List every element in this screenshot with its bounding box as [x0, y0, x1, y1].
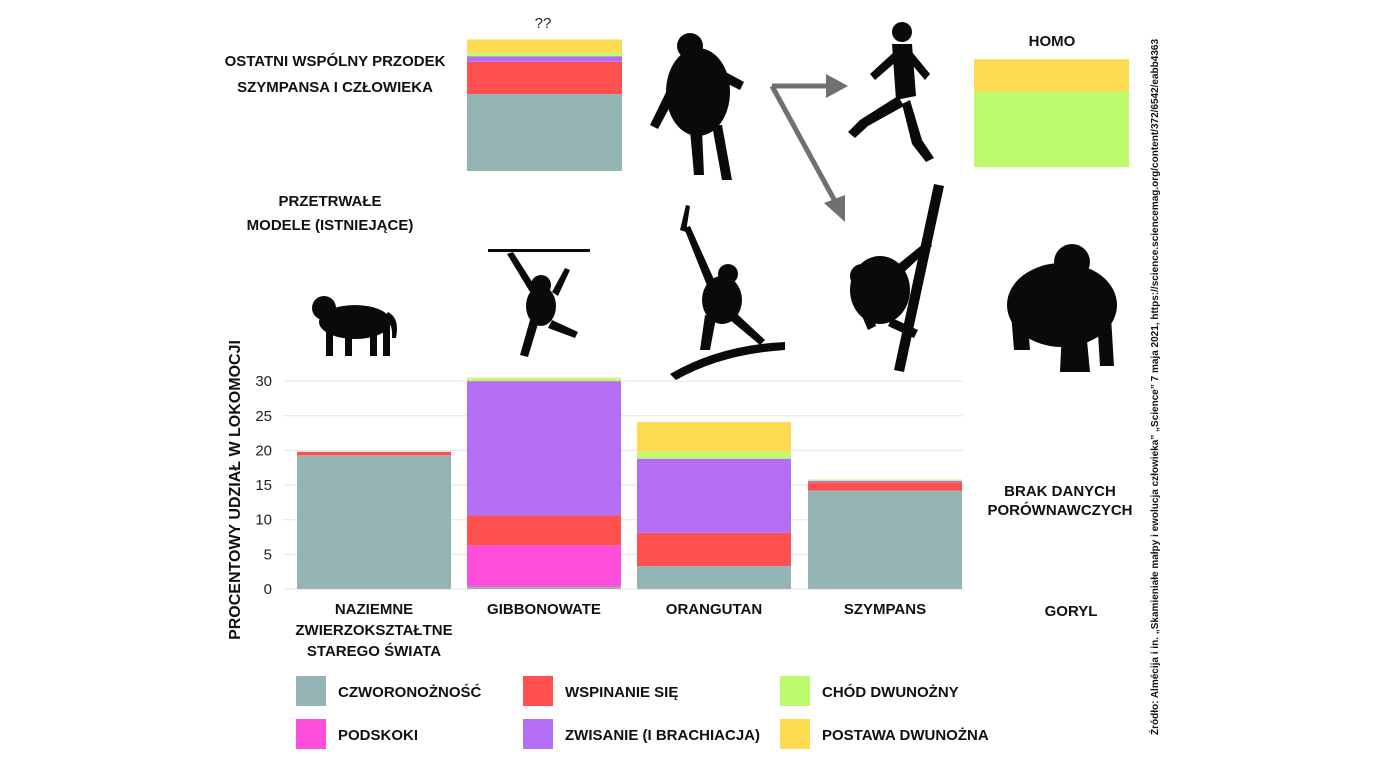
bar-segment-bipedal_walking: [808, 479, 962, 481]
bar-segment-climbing: [297, 451, 451, 456]
ancestor-label-line1: OSTATNI WSPÓLNY PRZODEK: [225, 52, 446, 70]
source-note: Źródło: Almécija i in. „Skamieniałe małp…: [1148, 39, 1161, 735]
y-tick-label: 30: [255, 373, 272, 390]
ancestor-bar-segment-suspension: [467, 56, 622, 62]
bar-segment-suspension: [467, 381, 621, 516]
orangutan-silhouette-icon: [670, 205, 785, 380]
arrow-to-chimp: [769, 84, 839, 205]
legend-label-quadrupedalism: CZWORONOŻNOŚĆ: [338, 683, 481, 701]
homo-bar-segment-bipedal_posture: [974, 59, 1129, 92]
y-axis-title: PROCENTOWY UDZIAŁ W LOKOMOCJI: [227, 340, 244, 640]
y-tick-label: 10: [255, 512, 272, 529]
evolution-arrows: [769, 74, 848, 222]
x-axis-labels: NAZIEMNE ZWIERZOKSZTAŁTNE STAREGO ŚWIATA GI…: [295, 601, 926, 660]
bar-segment-climbing: [808, 482, 962, 491]
x-category-label: STAREGO ŚWIATA: [307, 642, 441, 660]
x-category-label: ORANGUTAN: [666, 601, 762, 618]
legend-swatch-bipedal_walking: [780, 676, 810, 706]
chimpanzee-silhouette-icon: [850, 184, 944, 372]
x-category-label: NAZIEMNE: [335, 601, 413, 618]
bar-segment-bipedal_walking: [637, 451, 791, 459]
top-bars: [467, 39, 1129, 171]
homo-bar-segment-bipedal_walking: [974, 91, 1129, 167]
bar-segment-bipedal_posture: [637, 421, 791, 452]
arrow-head-chimp: [824, 195, 845, 222]
gibbon-silhouette-icon: [488, 249, 590, 357]
y-tick-label: 5: [264, 546, 272, 563]
y-tick-label: 0: [264, 581, 272, 598]
legend-label-bipedal_posture: POSTAWA DWUNOŻNA: [822, 727, 989, 744]
bar-segment-climbing: [467, 515, 621, 546]
bar-segment-bipedal_posture: [467, 377, 621, 379]
bar-segment-quadrupedalism: [808, 490, 962, 589]
y-tick-label: 15: [255, 477, 272, 494]
ancestor-bar-segment-bipedal_posture: [467, 39, 622, 53]
bar-segment-quadrupedalism: [467, 586, 621, 589]
bar-segment-quadrupedalism: [297, 455, 451, 589]
living-models-label-line2: MODELE (ISTNIEJĄCE): [247, 217, 414, 234]
x-category-label: GIBBONOWATE: [487, 601, 601, 618]
homo-label: HOMO: [1029, 33, 1076, 50]
ancestor-silhouette-icon: [650, 33, 744, 180]
stacked-bars: [297, 377, 962, 589]
bar-segment-suspension: [808, 480, 962, 483]
bar-segment-climbing: [637, 532, 791, 567]
y-tick-label: 20: [255, 442, 272, 459]
x-category-label: ZWIERZOKSZTAŁTNE: [295, 622, 452, 639]
bar-segment-suspension: [637, 458, 791, 533]
human-runner-silhouette-icon: [848, 22, 934, 162]
legend-label-climbing: WSPINANIE SIĘ: [565, 684, 678, 701]
legend-label-bipedal_walking: CHÓD DWUNOŻNY: [822, 683, 959, 701]
bar-segment-quadrupedalism: [637, 566, 791, 589]
no-data-label-line1: BRAK DANYCH: [1004, 483, 1116, 500]
y-tick-label: 25: [255, 408, 272, 425]
legend-label-suspension: ZWISANIE (I BRACHIACJA): [565, 727, 760, 744]
bar-segment-bipedal_walking: [467, 378, 621, 382]
ancestor-bar-segment-quadrupedalism: [467, 94, 622, 171]
gorilla-silhouette-icon: [1007, 244, 1117, 372]
ancestor-bar-segment-climbing: [467, 61, 622, 94]
legend-swatch-leaping: [296, 719, 326, 749]
ancestor-label-line2: SZYMPANSA I CZŁOWIEKA: [237, 79, 433, 96]
arrow-head-homo: [826, 74, 848, 98]
bar-segment-leaping: [467, 545, 621, 587]
question-marks: ??: [535, 15, 552, 32]
y-axis-ticks: 30 25 20 15 10 5 0: [255, 373, 272, 598]
legend-swatch-climbing: [523, 676, 553, 706]
ancestor-bar-segment-bipedal_walking: [467, 52, 622, 57]
living-models-label-line1: PRZETRWAŁE: [278, 193, 381, 210]
baboon-silhouette-icon: [312, 296, 397, 356]
no-data-label-line2: PORÓWNAWCZYCH: [988, 501, 1133, 519]
legend-swatch-suspension: [523, 719, 553, 749]
legend-swatch-quadrupedalism: [296, 676, 326, 706]
gorilla-label: GORYL: [1045, 603, 1098, 620]
legend-label-leaping: PODSKOKI: [338, 727, 418, 744]
legend-swatch-bipedal_posture: [780, 719, 810, 749]
x-category-label: SZYMPANS: [844, 601, 926, 618]
legend: CZWORONOŻNOŚĆ WSPINANIE SIĘ CHÓD DWUNOŻNY P…: [296, 676, 989, 749]
